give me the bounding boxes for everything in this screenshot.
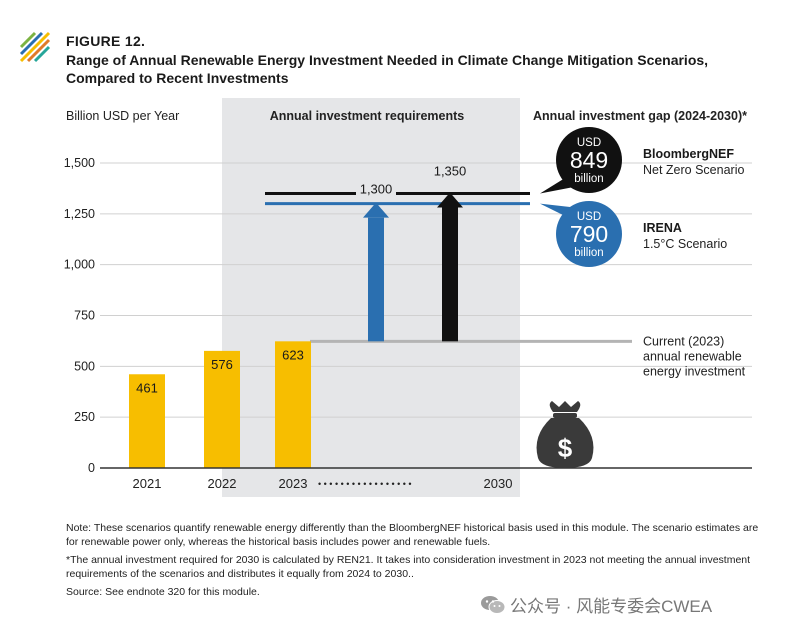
- gap-amount: 849: [570, 147, 608, 173]
- bar-value-label: 576: [211, 357, 233, 372]
- current-label-line: Current (2023): [643, 334, 724, 348]
- bars: 461 576 623: [129, 341, 311, 468]
- gap-bubble: [556, 127, 622, 193]
- gap-currency: USD: [577, 137, 601, 149]
- x-label-2030: 2030: [484, 476, 513, 491]
- gap-scenario-name: 1.5°C Scenario: [643, 237, 727, 251]
- requirement-arrow-shaft: [368, 217, 384, 342]
- money-bag-icon: $: [536, 401, 594, 468]
- footnote-text: *The annual investment required for 2030…: [66, 554, 751, 580]
- watermark: 公众号 · 风能专委会CWEA: [480, 592, 712, 617]
- figure-title-line-1: Range of Annual Renewable Energy Investm…: [66, 52, 709, 68]
- figure-title-line-2: Compared to Recent Investments: [66, 70, 289, 86]
- bar-2022: [204, 350, 240, 468]
- watermark-text: 公众号 · 风能专委会CWEA: [510, 597, 713, 616]
- requirement-label-bg: [430, 163, 470, 178]
- note-text: Note: These scenarios quantify renewable…: [66, 522, 759, 548]
- gap-currency: USD: [577, 211, 601, 223]
- gap-scenario-name: Net Zero Scenario: [643, 163, 744, 177]
- bar-2021: [129, 374, 165, 468]
- y-tick-label: 1,250: [64, 207, 95, 221]
- bar-value-label: 623: [282, 347, 304, 362]
- figure-title: Range of Annual Renewable Energy Investm…: [66, 51, 766, 87]
- figure-number: FIGURE 12.: [66, 33, 146, 49]
- requirement-arrow-head: [437, 192, 463, 208]
- requirement-value-label: 1,350: [434, 164, 467, 179]
- gap-heading: Annual investment gap (2024-2030)*: [533, 109, 747, 123]
- gap-unit: billion: [574, 173, 603, 185]
- current-label-line: energy investment: [643, 364, 746, 378]
- y-tick-labels: 0 250 500 750 1,000 1,250 1,500: [64, 156, 95, 475]
- x-axis-dots: • • • • • • • • • • • • • • • • •: [318, 479, 412, 489]
- y-tick-label: 250: [74, 410, 95, 424]
- ren21-logo-icon: [19, 31, 51, 63]
- x-tick-label: 2022: [208, 476, 237, 491]
- x-tick-labels: 2021 2022 2023: [133, 476, 308, 491]
- current-label-line: annual renewable: [643, 349, 742, 363]
- requirement-value-label: 1,300: [360, 182, 393, 197]
- requirements-heading: Annual investment requirements: [270, 109, 465, 123]
- investment-chart: 0 250 500 750 1,000 1,250 1,500 Billion USD pe…: [64, 98, 752, 497]
- bar-2023: [275, 341, 311, 468]
- source-text: Source: See endnote 320 for this module.: [66, 586, 260, 598]
- x-tick-label: 2021: [133, 476, 162, 491]
- gap-amount: 790: [570, 221, 608, 247]
- bar-value-label: 461: [136, 380, 158, 395]
- y-tick-label: 1,500: [64, 156, 95, 170]
- gap-source-name: IRENA: [643, 221, 682, 235]
- requirement-arrow-head: [363, 202, 389, 218]
- requirement-markers: 1,300 1,350: [265, 163, 530, 342]
- y-tick-label: 500: [74, 359, 95, 373]
- svg-text:$: $: [558, 433, 573, 463]
- gap-bubble: [556, 201, 622, 267]
- y-tick-label: 1,000: [64, 258, 95, 272]
- gap-source-name: BloombergNEF: [643, 147, 734, 161]
- requirement-arrow-shaft: [442, 207, 458, 342]
- x-tick-label: 2023: [279, 476, 308, 491]
- y-tick-label: 750: [74, 309, 95, 323]
- y-axis-label: Billion USD per Year: [66, 109, 179, 123]
- wechat-icon: [481, 595, 506, 614]
- gap-unit: billion: [574, 247, 603, 259]
- requirement-label-bg: [356, 181, 396, 196]
- y-tick-label: 0: [88, 461, 95, 475]
- notes-block: Note: These scenarios quantify renewable…: [66, 522, 766, 605]
